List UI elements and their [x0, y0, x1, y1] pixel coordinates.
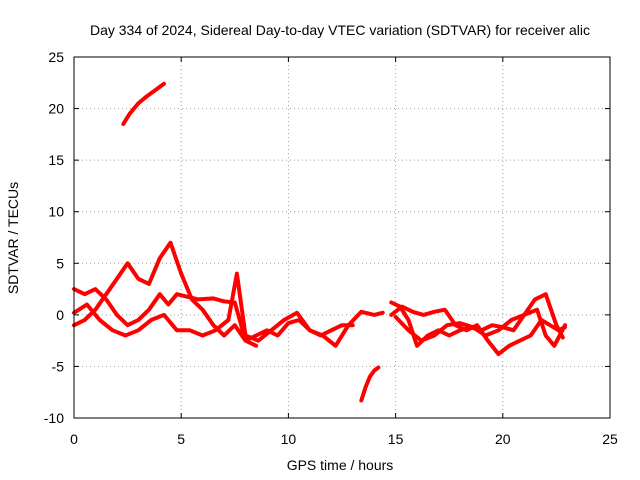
y-tick-label: 5	[56, 255, 64, 271]
grid	[74, 57, 610, 418]
series-layer	[72, 81, 567, 403]
tick-labels: 0 5 10 15 20 25 -10 -5 0 5 10 15 20 25	[44, 49, 618, 447]
chart-title: Day 334 of 2024, Sidereal Day-to-day VTE…	[90, 22, 590, 38]
series-arc-4	[72, 240, 259, 348]
y-tick-label: 20	[48, 101, 64, 117]
y-tick-label: -10	[44, 410, 64, 426]
y-tick-label: 10	[48, 204, 64, 220]
plot-frame	[73, 56, 611, 419]
y-tick-label: 15	[48, 152, 64, 168]
x-tick-label: 0	[70, 431, 78, 447]
x-tick-label: 15	[388, 431, 404, 447]
y-tick-label: -5	[52, 358, 65, 374]
x-tick-label: 25	[602, 431, 618, 447]
series-arc-2	[359, 365, 381, 403]
x-tick-label: 5	[177, 431, 185, 447]
x-tick-label: 10	[281, 431, 297, 447]
y-axis-label: SDTVAR / TECUs	[5, 182, 21, 294]
series-arc-1	[121, 81, 166, 126]
y-tick-label: 0	[56, 307, 64, 323]
x-tick-label: 20	[495, 431, 511, 447]
series-arc-8	[393, 307, 567, 348]
series-arc-5	[72, 271, 385, 348]
x-axis-label: GPS time / hours	[287, 457, 394, 473]
y-tick-label: 25	[48, 49, 64, 65]
